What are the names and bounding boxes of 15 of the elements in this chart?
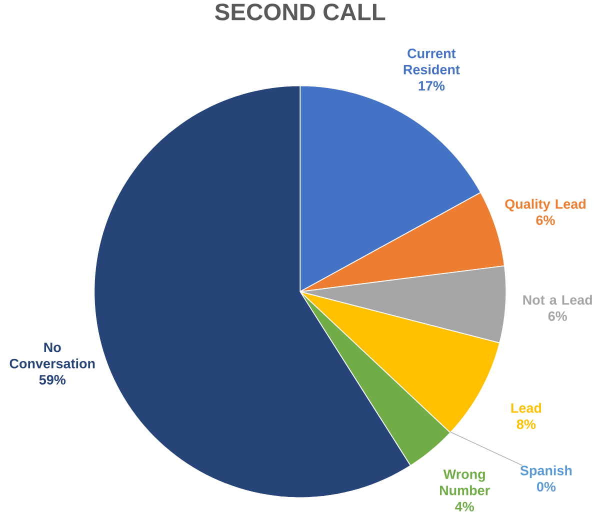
slice-label: No Conversation: [10, 342, 95, 368]
data-label: 6%: [536, 215, 555, 226]
slice-label: Current Resident: [404, 48, 460, 74]
text: 0%: [537, 482, 556, 492]
data-label: 17%: [418, 81, 445, 91]
slice-label: Wrong Number: [440, 470, 490, 496]
data-label: 4%: [455, 502, 474, 512]
slice-label: Not a Lead: [523, 294, 592, 305]
category-label: Spanish: [520, 465, 572, 478]
data-label: 8%: [516, 420, 536, 430]
chart-title: SECOND CALL: [215, 4, 386, 20]
slice-label: Quality Lead: [505, 198, 586, 212]
slice-label: Lead: [511, 402, 542, 413]
data-label: 59%: [39, 375, 66, 385]
data-label: 6%: [548, 311, 568, 321]
